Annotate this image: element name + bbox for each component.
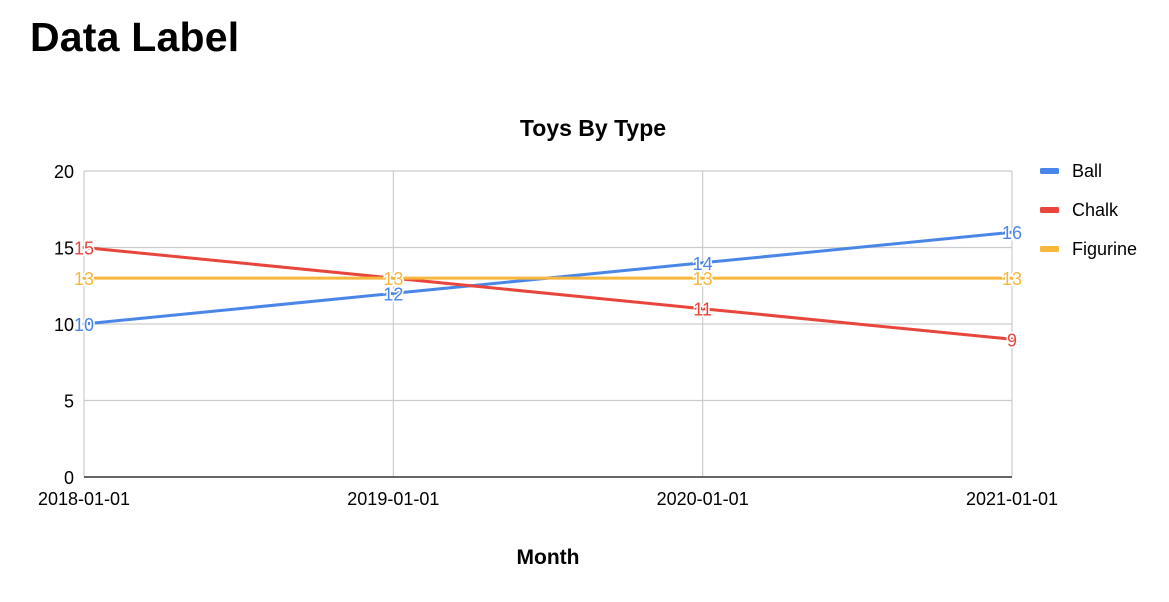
data-label-figurine: 13 <box>383 269 403 289</box>
x-tick-label: 2021-01-01 <box>966 489 1058 509</box>
gridlines <box>83 170 1013 477</box>
data-label-ball: 14 <box>693 254 713 274</box>
page-title: Data Label <box>30 14 240 60</box>
x-tick-label: 2020-01-01 <box>657 489 749 509</box>
legend-swatch <box>1040 207 1059 213</box>
data-label-figurine: 13 <box>1002 269 1022 289</box>
y-tick-label: 5 <box>64 392 74 412</box>
data-label-ball: 16 <box>1002 223 1022 243</box>
x-tick-label: 2019-01-01 <box>347 489 439 509</box>
legend-swatch <box>1040 168 1059 174</box>
axes: 0 5 10 15 20 2018-01-01 2019-01-01 2020-01-01 20… <box>38 162 1058 509</box>
data-label-ball: 12 <box>383 284 403 304</box>
x-axis-title: Month <box>517 546 580 569</box>
series-line-chalk <box>82 246 1014 341</box>
legend-item-figurine[interactable]: Figurine <box>1040 239 1137 259</box>
data-label-chalk: 9 <box>1007 330 1017 350</box>
legend-swatch <box>1040 246 1059 252</box>
legend-item-chalk[interactable]: Chalk <box>1040 200 1119 220</box>
data-label-figurine: 13 <box>74 269 94 289</box>
series-lines <box>82 230 1014 341</box>
x-tick-label: 2018-01-01 <box>38 489 130 509</box>
data-label-chalk: 11 <box>693 300 712 320</box>
y-tick-label: 0 <box>64 468 74 488</box>
y-tick-label: 10 <box>54 315 74 335</box>
data-label-ball: 10 <box>74 315 94 335</box>
chart-title: Toys By Type <box>520 115 666 141</box>
data-label-chalk: 13 <box>383 269 403 289</box>
legend-label: Chalk <box>1072 200 1119 220</box>
legend: Ball Chalk Figurine <box>1040 161 1137 259</box>
data-label-figurine: 13 <box>693 269 713 289</box>
legend-label: Figurine <box>1072 239 1137 259</box>
y-tick-label: 20 <box>54 162 74 182</box>
data-label-chalk: 15 <box>74 239 94 259</box>
legend-item-ball[interactable]: Ball <box>1040 161 1102 181</box>
legend-label: Ball <box>1072 161 1102 181</box>
y-tick-label: 15 <box>54 239 74 259</box>
